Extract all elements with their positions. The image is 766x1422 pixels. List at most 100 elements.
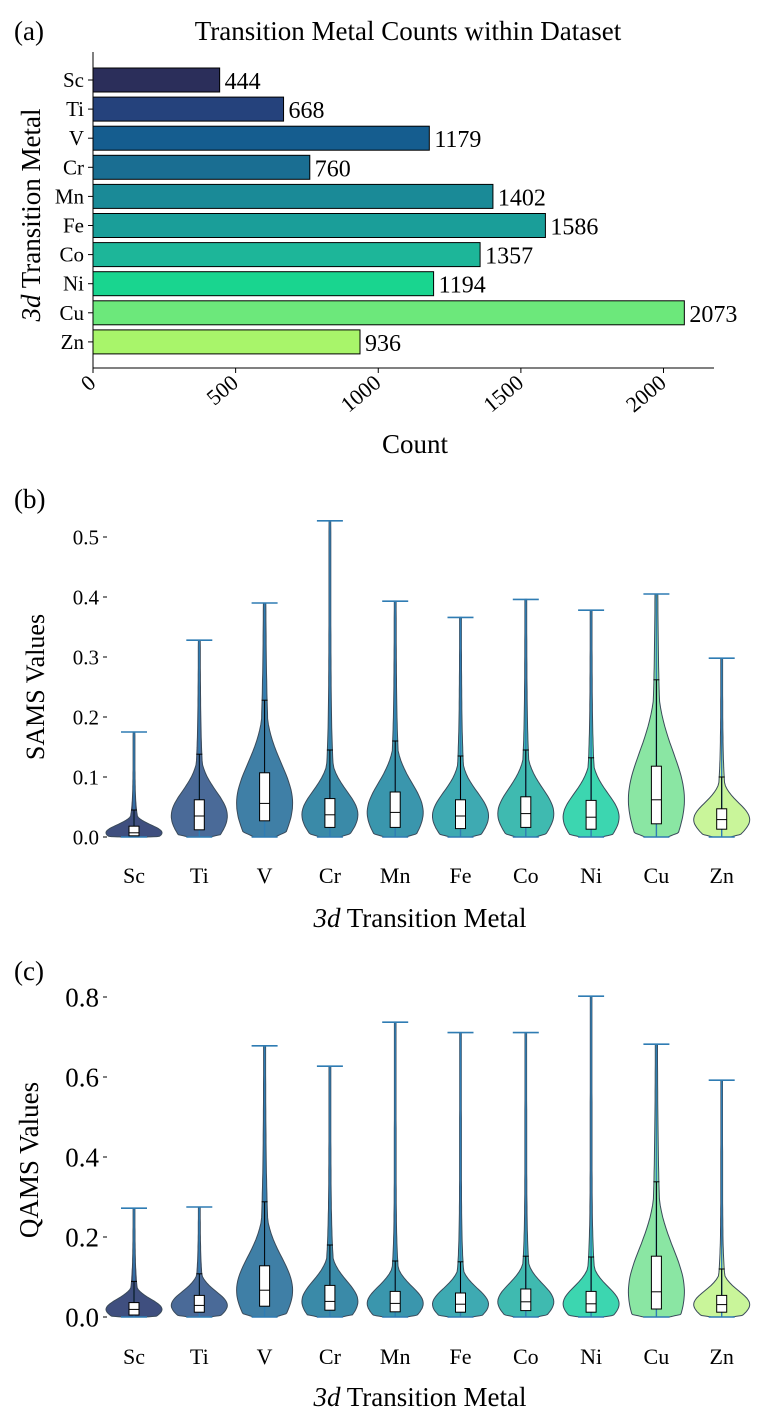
- box-ti: [193, 1294, 205, 1313]
- box-ni: [585, 1290, 597, 1313]
- x-tick-label-ti: Ti: [190, 1344, 209, 1369]
- panel-a-ylabel-rest: Transition Metal: [16, 108, 46, 294]
- y-tick-label-co: Co: [59, 243, 84, 267]
- bar-sc: [92, 67, 221, 93]
- box-mn: [389, 1290, 401, 1313]
- y-tick-label-0.6: 0.6: [65, 1062, 99, 1092]
- data-label-cu: 2073: [689, 302, 737, 328]
- panel-a-label: (a): [14, 16, 44, 46]
- y-tick-label-0.5: 0.5: [73, 525, 99, 549]
- panel-b-xlabel-italic: 3d: [312, 903, 341, 933]
- data-label-cr: 760: [315, 156, 351, 182]
- x-tick-label-sc: Sc: [123, 863, 145, 888]
- box-cu: [650, 1255, 662, 1310]
- y-tick-label-fe: Fe: [63, 214, 84, 238]
- y-tick-label-0: 0.0: [65, 1302, 99, 1332]
- box-sc: [128, 1302, 140, 1316]
- bar-cr: [92, 154, 311, 180]
- data-label-v: 1179: [434, 127, 481, 153]
- y-tick-label-sc: Sc: [63, 68, 84, 92]
- box-ni: [585, 799, 597, 830]
- data-label-mn: 1402: [498, 185, 546, 211]
- x-tick-label-v: V: [257, 1344, 273, 1369]
- x-tick-label-sc: Sc: [123, 1344, 145, 1369]
- box-mn: [389, 791, 401, 828]
- box-cu: [650, 765, 662, 825]
- x-tick-label-cu: Cu: [644, 863, 670, 888]
- panel-a-ylabel: 3d Transition Metal: [16, 108, 46, 322]
- data-label-fe: 1586: [550, 215, 598, 241]
- bar-v: [92, 125, 430, 151]
- y-tick-label-v: V: [69, 126, 84, 150]
- panel-c-violin-chart: (c) 3d Transition Metal QAMS Values 0.0 0…: [14, 956, 751, 1412]
- x-tick-label-cu: Cu: [644, 1344, 670, 1369]
- x-tick-label-fe: Fe: [450, 863, 472, 888]
- panel-a-ylabel-italic: 3d: [16, 294, 46, 323]
- panel-b-label: (b): [14, 484, 45, 514]
- bar-ti: [92, 96, 285, 122]
- box-fe: [455, 1292, 466, 1313]
- panel-b-ylabel: SAMS Values: [21, 614, 50, 760]
- bar-ni: [92, 271, 435, 297]
- panel-c-xlabel-rest: Transition Metal: [340, 1382, 526, 1412]
- x-tick-label-mn: Mn: [380, 1344, 411, 1369]
- data-label-co: 1357: [485, 244, 533, 270]
- y-tick-label-cu: Cu: [59, 301, 84, 325]
- bar-fe: [92, 213, 546, 238]
- bar-cu: [92, 300, 685, 326]
- x-tick-label-v: V: [257, 863, 273, 888]
- panel-b-xlabel-rest: Transition Metal: [340, 903, 526, 933]
- x-tick-label-fe: Fe: [450, 1344, 472, 1369]
- y-tick-label-0.2: 0.2: [73, 705, 99, 729]
- bar-co: [92, 242, 481, 268]
- box-v: [259, 772, 271, 822]
- y-tick-label-zn: Zn: [61, 330, 85, 354]
- x-tick-label-1500: 1500: [478, 370, 528, 417]
- panel-b-xlabel: 3d Transition Metal: [312, 903, 526, 933]
- x-tick-label-2000: 2000: [621, 370, 671, 417]
- y-tick-label-ti: Ti: [66, 97, 84, 121]
- x-tick-label-500: 500: [201, 370, 242, 410]
- y-tick-label-0.4: 0.4: [73, 585, 100, 609]
- box-v: [259, 1265, 271, 1307]
- data-label-ni: 1194: [439, 273, 486, 299]
- x-tick-label-0: 0: [76, 370, 100, 396]
- y-tick-label-0.4: 0.4: [65, 1142, 99, 1172]
- x-tick-label-zn: Zn: [709, 863, 733, 888]
- box-co: [520, 796, 532, 828]
- y-tick-label-mn: Mn: [55, 184, 85, 208]
- panel-b-violin-chart: (b) 3d Transition Metal SAMS Values 0.0 0…: [14, 484, 751, 933]
- x-tick-label-cr: Cr: [319, 1344, 342, 1369]
- x-tick-label-zn: Zn: [709, 1344, 733, 1369]
- y-tick-label-ni: Ni: [63, 272, 84, 296]
- x-tick-label-cr: Cr: [319, 863, 342, 888]
- box-co: [520, 1288, 532, 1312]
- x-tick-label-ti: Ti: [190, 863, 209, 888]
- panel-c-xlabel: 3d Transition Metal: [312, 1382, 526, 1412]
- y-tick-label-0.1: 0.1: [73, 765, 99, 789]
- x-tick-label-1000: 1000: [336, 370, 386, 417]
- y-tick-label-0.8: 0.8: [65, 982, 99, 1012]
- panel-a-title: Transition Metal Counts within Dataset: [195, 16, 622, 46]
- y-tick-label-0: 0.0: [73, 825, 99, 849]
- box-fe: [455, 799, 466, 830]
- x-tick-label-ni: Ni: [580, 1344, 602, 1369]
- panel-a-xlabel: Count: [382, 429, 449, 459]
- data-label-ti: 668: [289, 98, 325, 124]
- y-tick-label-0.2: 0.2: [65, 1222, 99, 1252]
- bar-zn: [92, 329, 361, 355]
- data-label-zn: 936: [365, 331, 401, 357]
- panel-c-xlabel-italic: 3d: [312, 1382, 341, 1412]
- data-label-sc: 444: [225, 69, 261, 95]
- x-tick-label-co: Co: [513, 1344, 539, 1369]
- x-tick-label-mn: Mn: [380, 863, 411, 888]
- panel-c-ylabel: QAMS Values: [14, 1082, 44, 1238]
- y-tick-label-cr: Cr: [63, 155, 84, 179]
- bar-mn: [92, 183, 494, 209]
- panel-a-bar-chart: (a) Transition Metal Counts within Datas…: [14, 16, 737, 459]
- box-cr: [324, 798, 336, 828]
- box-zn: [716, 1294, 728, 1313]
- box-cr: [324, 1284, 336, 1311]
- y-tick-label-0.3: 0.3: [73, 645, 99, 669]
